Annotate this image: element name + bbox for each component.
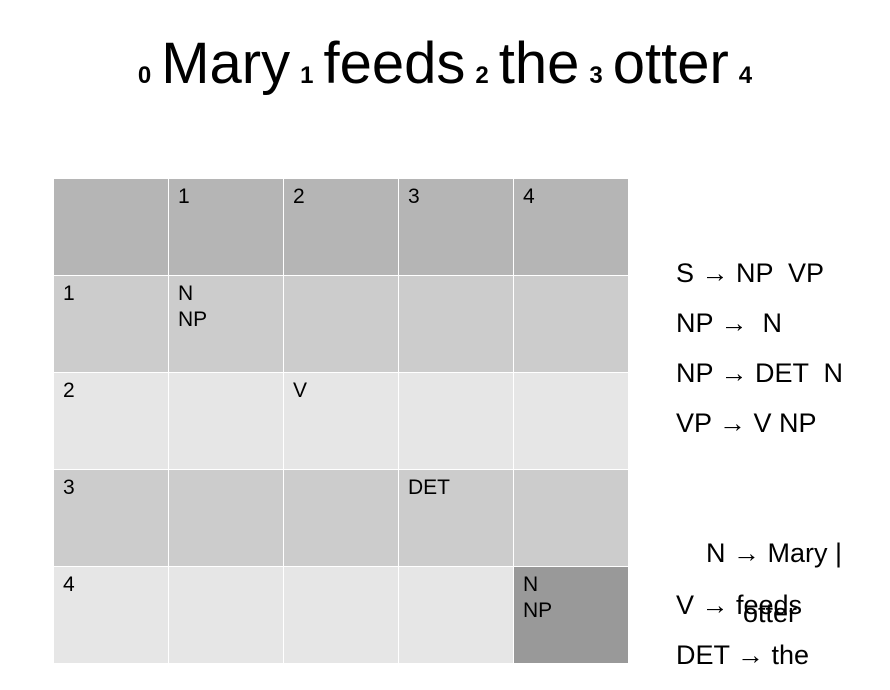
chart-cell — [283, 566, 399, 664]
chart-corner-cell — [53, 178, 169, 276]
lexicon-rule-text: N → Mary | — [706, 538, 843, 568]
lexicon-rule-continuation: otter — [743, 598, 798, 628]
chart-row-header: 1 — [53, 275, 169, 373]
chart-cell-highlighted: N NP — [513, 566, 629, 664]
chart-cell — [168, 566, 284, 664]
chart-cell — [513, 372, 629, 470]
grammar-rule: NP → N — [676, 308, 783, 338]
chart-cell — [398, 372, 514, 470]
chart-cell — [513, 469, 629, 567]
parse-chart-table: 1 2 3 4 1 N NP 2 V 3 DET 4 — [53, 178, 629, 664]
chart-cell — [513, 275, 629, 373]
chart-header-row: 1 2 3 4 — [53, 178, 629, 276]
chart-row-header: 4 — [53, 566, 169, 664]
chart-cell — [283, 469, 399, 567]
chart-cell-label: NP — [523, 599, 553, 622]
chart-row-header: 2 — [53, 372, 169, 470]
lexicon-rule: N → Mary | otter — [676, 508, 843, 628]
chart-cell — [398, 275, 514, 373]
position-index-2: 2 — [475, 62, 489, 89]
chart-col-header: 4 — [513, 178, 629, 276]
chart-row: 2 V — [53, 372, 629, 470]
chart-cell — [168, 372, 284, 470]
chart-cell-label: NP — [178, 308, 208, 331]
chart-cell — [283, 275, 399, 373]
word-the: the — [498, 31, 580, 96]
word-otter: otter — [612, 31, 729, 96]
grammar-rules: S → NP VP NP → N NP → DET N VP → V NP N … — [676, 258, 843, 690]
chart-row-header: 3 — [53, 469, 169, 567]
grammar-rule: NP → DET N — [676, 358, 844, 388]
chart-col-header: 2 — [283, 178, 399, 276]
word-mary: Mary — [161, 31, 291, 96]
sentence: 0 Mary 1 feeds 2 the 3 otter 4 — [0, 30, 890, 97]
position-index-4: 4 — [738, 62, 753, 89]
chart-cell: DET — [398, 469, 514, 567]
position-index-1: 1 — [300, 62, 314, 89]
chart-col-header: 1 — [168, 178, 284, 276]
position-index-0: 0 — [137, 62, 152, 89]
grammar-rule: VP → V NP — [676, 408, 817, 438]
chart-cell-label: N — [178, 282, 194, 305]
chart-cell — [398, 566, 514, 664]
chart-cell: V — [283, 372, 399, 470]
word-feeds: feeds — [323, 31, 466, 96]
chart-cell-label: N — [523, 573, 539, 596]
position-index-3: 3 — [589, 62, 603, 89]
chart-row: 4 N NP — [53, 566, 629, 664]
lexicon-rule: V → feeds — [676, 590, 803, 620]
chart-cell-label: V — [293, 379, 308, 402]
chart-row: 3 DET — [53, 469, 629, 567]
chart-cell-label: DET — [408, 476, 450, 499]
grammar-rule: S → NP VP — [676, 258, 825, 288]
chart-row: 1 N NP — [53, 275, 629, 373]
chart-col-header: 3 — [398, 178, 514, 276]
chart-cell — [168, 469, 284, 567]
lexicon-rule: DET → the — [676, 640, 810, 670]
chart-cell: N NP — [168, 275, 284, 373]
